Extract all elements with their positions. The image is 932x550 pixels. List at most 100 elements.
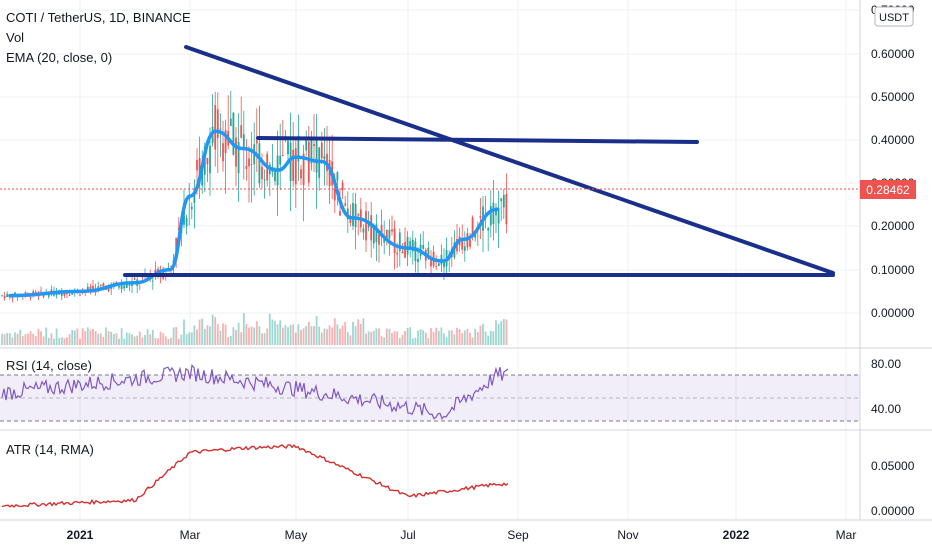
volume-bar bbox=[219, 330, 222, 345]
candle-body bbox=[118, 286, 120, 288]
volume-bar bbox=[297, 324, 300, 345]
volume-bar bbox=[409, 327, 412, 345]
volume-bar bbox=[47, 337, 50, 345]
volume-bar bbox=[138, 331, 141, 345]
volume-bar bbox=[45, 327, 48, 345]
volume-bar bbox=[448, 330, 451, 345]
time-label-mar: Mar bbox=[180, 528, 201, 542]
volume-bar bbox=[276, 324, 279, 345]
volume-bar bbox=[16, 333, 19, 345]
candle-body bbox=[128, 285, 131, 286]
candle-body bbox=[258, 143, 261, 184]
legend[interactable]: COTI / TetherUS, 1D, BINANCE Vol EMA (20… bbox=[6, 10, 191, 457]
candle-body bbox=[196, 160, 198, 171]
volume-bar bbox=[188, 332, 191, 345]
candle-body bbox=[463, 246, 466, 251]
price-tick-3: 0.40000 bbox=[871, 133, 915, 147]
candle-body bbox=[406, 236, 409, 255]
candle-body bbox=[307, 141, 310, 183]
candle-body bbox=[437, 263, 440, 267]
candle-body bbox=[188, 197, 191, 200]
volume-bar bbox=[89, 329, 92, 345]
candle-body bbox=[281, 155, 284, 157]
candle-body bbox=[232, 112, 235, 155]
price-tick-7: 0.00000 bbox=[871, 306, 915, 320]
time-axis[interactable]: 2021 Mar May Jul Sep Nov 2022 Mar bbox=[67, 528, 857, 542]
volume-bar bbox=[50, 333, 53, 345]
volume-bar bbox=[157, 338, 159, 345]
volume-bar bbox=[53, 338, 55, 345]
candle-body bbox=[261, 166, 263, 180]
ema-legend[interactable]: EMA (20, close, 0) bbox=[6, 50, 112, 65]
volume-bar bbox=[162, 333, 165, 345]
candle-body bbox=[471, 217, 474, 238]
candle-body bbox=[71, 292, 74, 295]
volume-bar bbox=[461, 333, 464, 345]
volume-bar bbox=[6, 333, 9, 345]
candle-body bbox=[60, 292, 63, 296]
candle-body bbox=[367, 222, 370, 228]
volume-bar bbox=[300, 329, 302, 345]
volume-bar bbox=[328, 325, 331, 345]
volume-bar bbox=[388, 328, 391, 345]
candle-body bbox=[1, 295, 3, 297]
price-axis[interactable]: 0.70000 0.60000 0.50000 0.40000 0.30000 … bbox=[871, 3, 915, 320]
candle-body bbox=[370, 215, 373, 241]
volume-bar bbox=[11, 337, 14, 345]
candle-body bbox=[47, 294, 50, 297]
candle-body bbox=[344, 203, 347, 206]
trendlines[interactable] bbox=[123, 45, 835, 277]
volume-bar bbox=[326, 329, 328, 345]
symbol-title[interactable]: COTI / TetherUS, 1D, BINANCE bbox=[6, 10, 191, 25]
volume-bar bbox=[401, 334, 404, 345]
volume-bar bbox=[255, 321, 258, 345]
volume-bar bbox=[271, 319, 274, 345]
candle-body bbox=[333, 188, 336, 201]
volume-bar bbox=[339, 328, 341, 345]
volume-series bbox=[1, 313, 508, 345]
atr-axis[interactable]: 0.05000 0.00000 bbox=[871, 459, 915, 518]
candle-body bbox=[141, 276, 144, 278]
candle-body bbox=[505, 193, 508, 225]
candle-body bbox=[443, 260, 445, 268]
currency-badge[interactable]: USDT bbox=[874, 6, 914, 27]
volume-bar bbox=[177, 338, 180, 345]
volume-bar bbox=[411, 338, 414, 345]
volume-bar bbox=[183, 319, 185, 345]
candle-body bbox=[495, 207, 497, 216]
candle-body bbox=[497, 210, 500, 224]
candle-body bbox=[242, 134, 245, 149]
volume-legend[interactable]: Vol bbox=[6, 30, 24, 45]
volume-bar bbox=[92, 329, 94, 345]
volume-bar bbox=[125, 332, 128, 345]
rsi-legend[interactable]: RSI (14, close) bbox=[6, 358, 92, 373]
candle-body bbox=[224, 129, 227, 153]
rsi-axis[interactable]: 80.00 40.00 bbox=[871, 357, 901, 416]
candle-body bbox=[255, 140, 258, 144]
candle-body bbox=[357, 214, 360, 216]
candle-body bbox=[219, 128, 222, 130]
candle-body bbox=[409, 241, 412, 249]
atr-legend[interactable]: ATR (14, RMA) bbox=[6, 442, 94, 457]
candle-body bbox=[27, 292, 29, 294]
time-label-sep: Sep bbox=[507, 528, 529, 542]
candle-body bbox=[133, 278, 136, 280]
volume-bar bbox=[320, 332, 323, 345]
volume-bar bbox=[120, 328, 123, 345]
volume-bar bbox=[482, 323, 484, 345]
resistance-line[interactable] bbox=[256, 136, 699, 144]
candle-body bbox=[287, 140, 289, 155]
volume-bar bbox=[287, 327, 289, 345]
candle-body bbox=[229, 118, 232, 126]
candle-body bbox=[479, 216, 482, 218]
candle-body bbox=[320, 142, 323, 159]
volume-bar bbox=[456, 327, 458, 345]
volume-bar bbox=[471, 337, 474, 345]
descending-trendline[interactable] bbox=[184, 45, 835, 275]
volume-bar bbox=[292, 324, 295, 345]
candle-body bbox=[315, 137, 318, 173]
candle-body bbox=[297, 135, 300, 162]
volume-bar bbox=[380, 336, 383, 345]
volume-bar bbox=[385, 328, 388, 345]
